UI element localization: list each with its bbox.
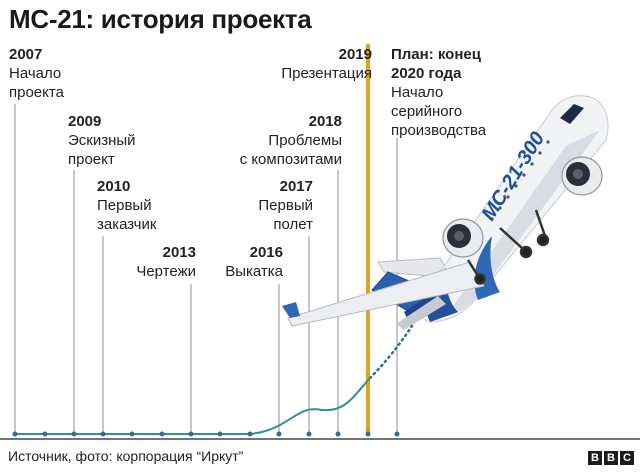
milestone-text: Проблемы	[268, 132, 342, 149]
milestone-text: Эскизный	[68, 132, 136, 149]
milestone-2018: 2018 Проблемы с композитами	[240, 112, 342, 169]
milestone-text: проект	[68, 151, 115, 168]
milestone-text: Презентация	[281, 65, 372, 82]
milestone-text: Первый	[258, 197, 313, 214]
milestone-year: 2013	[162, 244, 196, 261]
milestone-text: Чертежи	[136, 263, 196, 280]
milestone-year: 2019	[338, 46, 372, 63]
milestone-2009: 2009 Эскизный проект	[68, 112, 136, 169]
milestone-year: 2017	[279, 178, 313, 195]
bbc-logo: B B C	[588, 451, 634, 465]
milestone-text: Выкатка	[225, 263, 283, 280]
milestone-year: 2018	[308, 113, 342, 130]
milestone-2017: 2017 Первый полет	[258, 177, 313, 234]
milestone-lines	[14, 44, 398, 434]
projection-dots	[368, 324, 414, 380]
milestone-year-2: 2020 года	[391, 65, 462, 82]
logo-letter: B	[604, 451, 618, 465]
milestone-text: с композитами	[239, 151, 342, 168]
baseline-dots	[12, 431, 400, 437]
milestone-text: производства	[391, 122, 487, 139]
milestone-2013: 2013 Чертежи	[136, 243, 196, 281]
source-caption: Источник, фото: корпорация “Иркут”	[8, 448, 244, 464]
milestone-text: заказчик	[97, 216, 157, 233]
page-title: МС-21: история проекта	[9, 4, 312, 34]
milestone-year: 2016	[249, 244, 283, 261]
milestone-year: 2010	[97, 178, 131, 195]
milestone-year: План: конец	[391, 46, 481, 63]
milestone-2019: 2019 Презентация	[281, 45, 372, 83]
milestone-2016: 2016 Выкатка	[225, 243, 283, 281]
milestone-text: серийного	[391, 103, 463, 120]
milestone-2007: 2007 Начало проекта	[9, 45, 64, 102]
logo-letter: B	[588, 451, 602, 465]
milestone-text: Первый	[97, 197, 152, 214]
logo-letter: C	[620, 451, 634, 465]
milestone-text: Начало	[391, 84, 444, 101]
milestone-year: 2007	[9, 46, 43, 63]
milestone-year: 2009	[68, 113, 102, 130]
milestone-text: Начало	[9, 65, 62, 82]
milestone-text: проекта	[9, 84, 64, 101]
milestone-text: полет	[273, 216, 313, 233]
milestone-plan: План: конец 2020 года Начало серийного п…	[391, 45, 486, 140]
progress-curve	[15, 377, 371, 435]
milestone-2010: 2010 Первый заказчик	[97, 177, 156, 234]
